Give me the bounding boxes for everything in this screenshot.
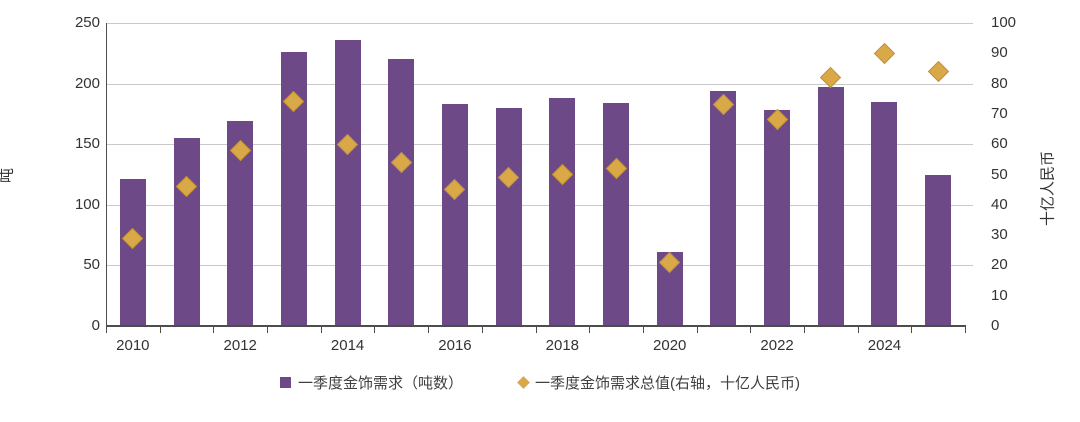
x-axis-tick <box>642 327 644 333</box>
right-tick-label-0: 0 <box>991 317 1000 334</box>
right-tick-label-50: 50 <box>991 165 1008 183</box>
gridline-250 <box>106 23 973 24</box>
right-tick-label-70: 70 <box>991 104 1008 122</box>
x-tick-label-2024: 2024 <box>867 337 902 354</box>
x-tick-label-2010: 2010 <box>116 337 150 354</box>
bar-2021 <box>710 90 737 326</box>
right-tick-label-30: 30 <box>991 226 1008 244</box>
x-axis-tick <box>159 327 161 333</box>
bar-2018 <box>549 98 576 326</box>
diamond-2025 <box>927 60 949 83</box>
right-tick-label-60: 60 <box>991 135 1008 153</box>
right-tick-label-20: 20 <box>991 256 1008 274</box>
gridline-150 <box>106 144 973 146</box>
gridline-200 <box>106 83 973 85</box>
bar-2025 <box>925 174 952 326</box>
x-axis-tick <box>965 327 966 333</box>
left-tick-label-150: 150 <box>74 135 100 153</box>
x-tick-label-2020: 2020 <box>653 337 687 354</box>
x-axis-line <box>106 325 966 327</box>
right-tick-label-100: 100 <box>991 14 1017 31</box>
bar-2017 <box>495 107 522 326</box>
x-tick-label-2016: 2016 <box>438 337 472 354</box>
x-axis-tick <box>213 327 215 333</box>
diamond-2024 <box>873 42 896 64</box>
left-axis-title: 吨 <box>0 168 16 184</box>
legend: 一季度金饰需求（吨数） 一季度金饰需求总值(右轴，十亿人民币) <box>0 372 1080 393</box>
x-axis-tick <box>535 327 537 333</box>
bar-2010 <box>119 179 146 326</box>
legend-item-diamonds-label: 一季度金饰需求总值(右轴，十亿人民币) <box>535 375 800 392</box>
left-axis-line <box>106 23 107 326</box>
bar-2016 <box>441 104 468 326</box>
plot-area <box>106 23 973 326</box>
x-axis-tick <box>267 327 269 333</box>
bar-2023 <box>817 87 844 326</box>
bar-series-swatch-icon <box>279 377 291 388</box>
bar-2024 <box>871 101 898 326</box>
bar-2015 <box>388 59 415 326</box>
diamond-series-swatch-icon <box>517 376 530 389</box>
x-axis-tick <box>911 327 913 333</box>
legend-item-bars-label: 一季度金饰需求（吨数） <box>297 375 463 392</box>
right-tick-label-80: 80 <box>991 74 1008 92</box>
bar-2014 <box>334 39 361 326</box>
legend-item-diamonds: 一季度金饰需求总值(右轴，十亿人民币) <box>517 372 800 393</box>
x-tick-label-2012: 2012 <box>223 337 257 354</box>
x-tick-label-2014: 2014 <box>330 337 365 354</box>
left-tick-label-250: 250 <box>74 14 100 31</box>
left-tick-label-0: 0 <box>91 317 100 334</box>
x-axis-tick <box>750 327 752 333</box>
right-tick-label-90: 90 <box>991 44 1008 62</box>
x-axis-tick <box>320 327 322 333</box>
x-axis-tick <box>857 327 859 333</box>
x-axis-tick <box>106 327 107 333</box>
right-tick-label-40: 40 <box>991 195 1008 213</box>
bar-2022 <box>764 110 791 326</box>
bar-2011 <box>173 138 200 326</box>
x-axis-tick <box>696 327 698 333</box>
left-tick-label-50: 50 <box>83 256 100 274</box>
x-axis-tick <box>803 327 805 333</box>
left-tick-label-200: 200 <box>74 74 100 92</box>
gridline-50 <box>106 265 973 267</box>
bar-2019 <box>603 102 630 326</box>
legend-item-bars: 一季度金饰需求（吨数） <box>279 372 463 393</box>
x-tick-label-2018: 2018 <box>545 337 580 354</box>
x-axis-tick <box>428 327 430 333</box>
x-axis-tick <box>481 327 483 333</box>
x-axis-tick <box>374 327 376 333</box>
left-tick-label-100: 100 <box>74 195 100 213</box>
diamond-2023 <box>820 66 842 89</box>
gridline-100 <box>106 204 973 206</box>
right-tick-label-10: 10 <box>991 286 1008 304</box>
x-tick-label-2022: 2022 <box>760 337 794 354</box>
x-axis-tick <box>589 327 591 333</box>
